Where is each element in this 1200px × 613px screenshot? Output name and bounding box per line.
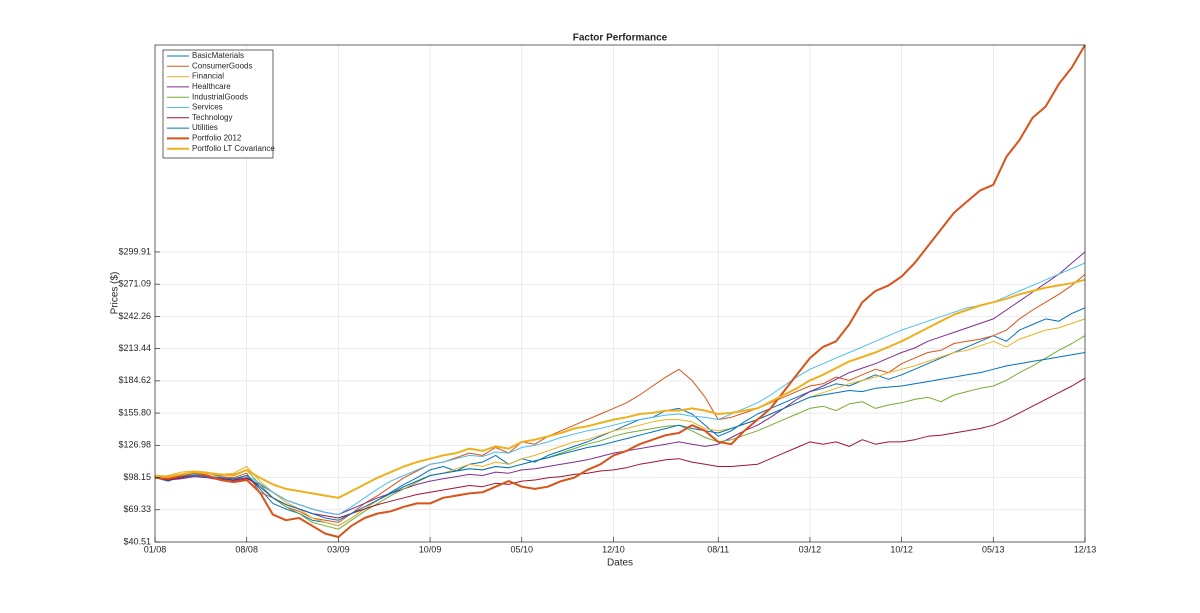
y-tick-label: $69.33 [123, 504, 151, 514]
ticks: $40.51 $69.33 $98.15 $126.98 $155.80 $184.62 $… [118, 246, 1096, 554]
x-axis-label: Dates [607, 558, 633, 569]
legend-box [162, 49, 274, 159]
legend-label: IndustrialGoods [192, 92, 248, 101]
series-line [154, 335, 1086, 530]
y-tick-label: $299.91 [118, 246, 151, 256]
y-tick-label: $126.98 [118, 440, 151, 450]
chart-title: Factor Performance [573, 33, 668, 44]
x-tick-label: 01/08 [144, 544, 167, 554]
series-line [154, 307, 1086, 527]
legend-label: Technology [192, 113, 232, 122]
y-tick-label: $213.44 [118, 343, 151, 353]
legend-label: Utilities [192, 123, 218, 132]
series-line [154, 352, 1086, 521]
lines [154, 44, 1086, 538]
series-line [154, 318, 1086, 527]
legend-label: Portfolio 2012 [192, 134, 242, 143]
y-axis-label: Prices ($) [110, 272, 121, 315]
y-tick-label: $40.51 [123, 536, 151, 546]
y-tick-label: $271.09 [118, 279, 151, 289]
series-line [154, 278, 1086, 499]
series-line [154, 262, 1086, 516]
legend-label: Financial [192, 72, 224, 81]
legend-label: Healthcare [192, 82, 231, 91]
y-tick-label: $242.26 [118, 311, 151, 321]
series-line [154, 44, 1086, 538]
legend-label: ConsumerGoods [192, 61, 252, 70]
x-tick-label: 08/08 [235, 544, 258, 554]
x-tick-label: 03/09 [327, 544, 350, 554]
legend-label: Portfolio LT Covariance [192, 144, 275, 153]
x-tick-label: 05/10 [510, 544, 533, 554]
y-tick-label: $184.62 [118, 375, 151, 385]
y-tick-label: $155.80 [118, 407, 151, 417]
x-tick-label: 03/12 [799, 544, 822, 554]
x-tick-label: 12/13 [1074, 544, 1097, 554]
legend-label: BasicMaterials [192, 51, 244, 60]
legend-label: Services [192, 103, 223, 112]
axes-box [154, 44, 1086, 543]
x-tick-label: 05/13 [982, 544, 1005, 554]
x-tick-label: 10/09 [419, 544, 442, 554]
plot-area [155, 45, 1085, 542]
x-tick-label: 10/12 [890, 544, 913, 554]
x-tick-label: 12/10 [602, 544, 625, 554]
x-tick-label: 08/11 [707, 544, 729, 554]
y-tick-label: $98.15 [123, 472, 151, 482]
